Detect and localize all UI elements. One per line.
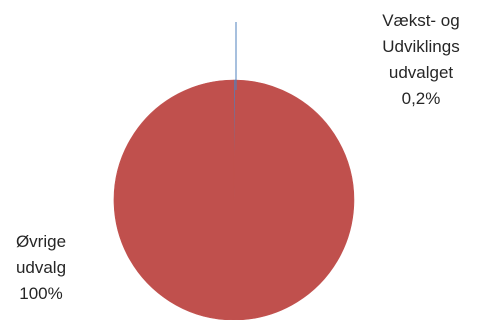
data-label-line: Vækst- og: [382, 11, 460, 30]
data-label-line: udvalg: [15, 258, 67, 277]
pie-slice-oevrige: [113, 79, 355, 320]
pie-slices: [113, 79, 355, 320]
data-label-oevrige: Øvrige udvalg 100%: [0, 229, 82, 307]
data-label-vaekst: Vækst- og Udviklings udvalget 0,2%: [356, 8, 486, 112]
data-label-value: 0,2%: [401, 89, 441, 108]
data-label-value: 100%: [19, 284, 63, 303]
data-label-line: Udviklings: [382, 37, 460, 56]
data-label-line: Øvrige: [15, 232, 67, 251]
data-label-line: udvalget: [388, 63, 454, 82]
